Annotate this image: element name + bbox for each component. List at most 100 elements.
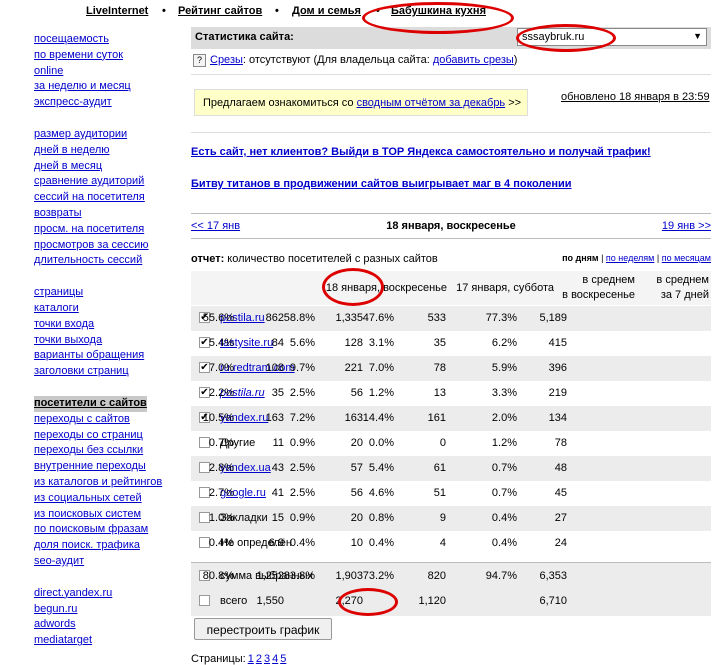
divider [191, 132, 711, 133]
row-site-name[interactable]: yandex.ua [220, 462, 271, 474]
sidebar-item[interactable]: дней в неделю [34, 143, 110, 156]
row-checkbox[interactable]: ✔ [199, 337, 210, 348]
sidebar-group: посетители с сайтов переходы с сайтов пере… [34, 395, 184, 570]
row-site-name[interactable]: ru.redtram.com [220, 362, 295, 374]
sidebar-item[interactable]: точки входа [34, 317, 95, 330]
sidebar-item[interactable]: посетители с сайтов [34, 395, 147, 412]
row-value: 84 [271, 337, 284, 349]
sidebar-item[interactable]: возвраты [34, 206, 82, 219]
row-percent: 0.9% [289, 512, 315, 524]
sidebar-item[interactable]: из каталогов и рейтингов [34, 475, 163, 488]
row-checkbox[interactable]: ✔ [199, 312, 210, 323]
row-value: 35 [271, 387, 284, 399]
sidebar-item[interactable]: варианты обращения [34, 349, 145, 362]
row-percent: 2.5% [289, 387, 315, 399]
row-checkbox[interactable]: ✔ [199, 412, 210, 423]
page-link[interactable]: 3 [263, 653, 271, 665]
page-link[interactable]: 5 [280, 653, 287, 665]
page-link[interactable]: 4 [272, 653, 279, 665]
prev-day-link[interactable]: << 17 янв [191, 220, 241, 232]
sidebar-item[interactable]: сессий на посетителя [34, 191, 145, 204]
sidebar-item[interactable]: online [34, 64, 64, 77]
table-row: Другие 78 1.2% 0 0.0% 20 0.9% 11 0.7% [191, 431, 711, 456]
sidebar-item[interactable]: direct.yandex.ru [34, 586, 113, 599]
sidebar-item[interactable]: из социальных сетей [34, 491, 142, 504]
topnav-liveinternet[interactable]: LiveInternet [86, 5, 149, 17]
row-site-name[interactable]: yandex.ru [220, 412, 269, 424]
sidebar-item[interactable]: просм. на посетителя [34, 222, 145, 235]
row-value: 4 [439, 537, 446, 549]
promo-link[interactable]: сводным отчётом за декабрь [356, 97, 506, 109]
page-link[interactable]: 2 [255, 653, 262, 665]
sidebar-item[interactable]: размер аудитории [34, 127, 128, 140]
sidebar-item[interactable]: внутренние переходы [34, 460, 146, 473]
row-site-name[interactable]: tastysite.ru [220, 337, 274, 349]
row-percent: 2.5% [289, 462, 315, 474]
ad-link-2[interactable]: Битву титанов в продвижении сайтов выигр… [191, 178, 572, 190]
row-site-name: Закладки [220, 512, 268, 524]
sidebar-item[interactable]: точки выхода [34, 333, 103, 346]
srezy-link[interactable]: Срезы [210, 54, 243, 66]
mode-months[interactable]: по месяцам [661, 253, 711, 263]
sidebar-item[interactable]: заголовки страниц [34, 365, 129, 378]
row-value: 35 [433, 337, 446, 349]
sidebar-item[interactable]: из поисковых систем [34, 507, 142, 520]
row-checkbox[interactable] [199, 570, 210, 581]
row-checkbox[interactable] [199, 595, 210, 606]
page-link[interactable]: 1 [247, 653, 254, 665]
sidebar-item[interactable]: mediatarget [34, 634, 93, 647]
sidebar-item[interactable]: переходы с сайтов [34, 412, 130, 425]
sidebar-item[interactable]: по поисковым фразам [34, 523, 149, 536]
row-checkbox[interactable] [199, 437, 210, 448]
current-day: 18 января, воскресенье [386, 220, 516, 232]
next-day-link[interactable]: 19 янв >> [661, 220, 711, 232]
row-value: 15 [271, 512, 284, 524]
row-checkbox[interactable]: ✔ [199, 362, 210, 373]
row-checkbox[interactable] [199, 512, 210, 523]
sidebar-item[interactable]: сравнение аудиторий [34, 175, 145, 188]
separator: • [275, 5, 279, 17]
sidebar-item[interactable]: просмотров за сессию [34, 238, 149, 251]
row-value: 1,903 [335, 570, 363, 582]
sidebar-item[interactable]: переходы без ссылки [34, 444, 144, 457]
row-percent: 83.8% [283, 570, 315, 582]
site-select-value: sssaybruk.ru [522, 31, 585, 43]
row-value: 396 [548, 362, 567, 374]
row-checkbox[interactable] [199, 487, 210, 498]
row-percent: 5.6% [289, 337, 315, 349]
add-srezy-link[interactable]: добавить срезы [432, 54, 514, 66]
sidebar-item[interactable]: переходы со страниц [34, 428, 143, 441]
topnav-rating[interactable]: Рейтинг сайтов [178, 5, 263, 17]
help-icon[interactable]: ? [193, 54, 206, 67]
topnav-grandma-kitchen[interactable]: Бабушкина кухня [391, 5, 486, 17]
row-site-name[interactable]: postila.ru [220, 387, 265, 399]
updated-timestamp[interactable]: обновлено 18 января в 23:59 [561, 91, 710, 103]
site-select[interactable]: sssaybruk.ru ▼ [517, 28, 707, 46]
sidebar-item[interactable]: begun.ru [34, 602, 78, 615]
period-modes: по дням | по неделям | по месяцам [562, 253, 711, 263]
row-checkbox[interactable]: ✔ [199, 387, 210, 398]
topnav-home-family[interactable]: Дом и семья [292, 5, 361, 17]
row-site-name[interactable]: google.ru [220, 487, 266, 499]
row-checkbox[interactable] [199, 537, 210, 548]
sidebar-item[interactable]: страницы [34, 286, 84, 299]
mode-weeks[interactable]: по неделям [605, 253, 655, 263]
sidebar-item[interactable]: длительность сессий [34, 254, 143, 267]
row-checkbox[interactable] [199, 462, 210, 473]
sidebar-item[interactable]: за неделю и месяц [34, 80, 131, 93]
mode-days[interactable]: по дням [562, 253, 599, 263]
sidebar-item[interactable]: adwords [34, 618, 76, 631]
sidebar-item[interactable]: посещаемость [34, 33, 109, 45]
row-percent: 80.8% [202, 570, 234, 582]
rebuild-chart-button[interactable]: перестроить график [194, 618, 332, 640]
sidebar-item[interactable]: дней в месяц [34, 159, 103, 172]
sidebar-item[interactable]: по времени суток [34, 48, 124, 61]
row-value: 6.9 [268, 537, 284, 549]
sidebar-item[interactable]: seo-аудит [34, 554, 85, 567]
ad-link-1[interactable]: Есть сайт, нет клиентов? Выйди в ТОР Янд… [191, 146, 651, 158]
sidebar-item[interactable]: доля поиск. трафика [34, 539, 141, 552]
sidebar-item[interactable]: каталоги [34, 301, 79, 314]
sidebar-item[interactable]: экспресс-аудит [34, 96, 112, 109]
table-row: ✔ postila.ru 219 3.3% 13 1.2% 56 2.5% 35 2.2% [191, 381, 711, 406]
row-site-name[interactable]: postila.ru [220, 312, 265, 324]
